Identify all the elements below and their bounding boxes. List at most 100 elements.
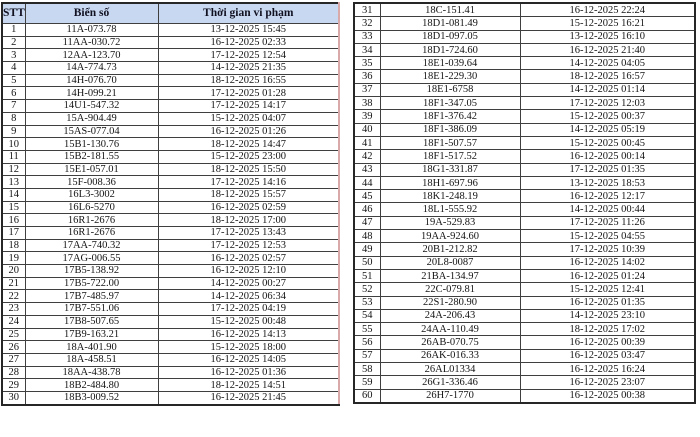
- cell-time: 16-12-2025 14:02: [519, 255, 696, 270]
- cell-plate: 18G1-331.87: [379, 162, 521, 177]
- cell-stt: 7: [1, 99, 26, 113]
- cell-stt: 25: [1, 327, 26, 342]
- cell-stt: 32: [353, 16, 381, 31]
- table-row: 4 14A-774.73 14-12-2025 21:35: [1, 61, 340, 75]
- cell-time: 15-12-2025 18:00: [157, 340, 340, 354]
- table-row: 50 20L8-0087 16-12-2025 14:02: [353, 255, 696, 270]
- cell-time: 16-12-2025 03:47: [519, 348, 696, 364]
- cell-plate: 26AB-070.75: [379, 335, 521, 350]
- table-row: 49 20B1-212.82 17-12-2025 10:39: [353, 242, 696, 257]
- cell-plate: 17B5-722.00: [24, 276, 159, 291]
- cell-time: 17-12-2025 14:17: [157, 99, 340, 113]
- table-row: 7 14U1-547.32 17-12-2025 14:17: [1, 99, 340, 113]
- table-row: 39 18F1-376.42 15-12-2025 00:37: [353, 109, 696, 124]
- cell-stt: 9: [1, 124, 26, 139]
- cell-time: 14-12-2025 00:27: [157, 276, 340, 291]
- cell-plate: 14U1-547.32: [24, 99, 159, 113]
- cell-plate: 16L6-5270: [24, 200, 159, 215]
- cell-plate: 17B7-485.97: [24, 289, 159, 304]
- cell-stt: 28: [1, 365, 26, 380]
- cell-plate: 11AA-030.72: [24, 35, 159, 50]
- cell-time: 18-12-2025 15:50: [157, 162, 340, 177]
- cell-stt: 24: [1, 314, 26, 329]
- cell-stt: 44: [353, 175, 381, 191]
- cell-stt: 13: [1, 175, 26, 189]
- cell-plate: 18E1-039.64: [379, 56, 521, 71]
- cell-plate: 18B2-484.80: [24, 378, 159, 392]
- table-row: 1 11A-073.78 13-12-2025 15:45: [1, 23, 340, 37]
- cell-time: 17-12-2025 01:35: [519, 162, 696, 177]
- cell-plate: 26AL01334: [379, 362, 521, 377]
- table-row: 6 14H-099.21 17-12-2025 01:28: [1, 86, 340, 101]
- cell-stt: 15: [1, 200, 26, 215]
- header-plate: Biển số: [24, 2, 159, 24]
- cell-stt: 2: [1, 35, 26, 50]
- cell-stt: 58: [353, 362, 381, 377]
- table-row: 28 18AA-438.78 16-12-2025 01:36: [1, 365, 340, 380]
- cell-plate: 22S1-280.90: [379, 295, 521, 310]
- cell-plate: 17B5-138.92: [24, 264, 159, 278]
- table-row: 26 18A-401.90 15-12-2025 18:00: [1, 340, 340, 354]
- table-row: 23 17B7-551.06 17-12-2025 04:19: [1, 302, 340, 316]
- cell-time: 14-12-2025 01:14: [519, 82, 696, 98]
- cell-stt: 21: [1, 276, 26, 291]
- table-row: 12 15E1-057.01 18-12-2025 15:50: [1, 162, 340, 177]
- table-row: 17 16R1-2676 17-12-2025 13:43: [1, 226, 340, 240]
- cell-plate: 15B2-181.55: [24, 149, 159, 164]
- cell-plate: 18D1-097.05: [379, 29, 521, 44]
- cell-stt: 40: [353, 122, 381, 137]
- table-row: 3 12AA-123.70 17-12-2025 12:54: [1, 48, 340, 63]
- table-row: 20 17B5-138.92 16-12-2025 12:10: [1, 264, 340, 278]
- cell-stt: 45: [353, 189, 381, 204]
- table-row: 32 18D1-081.49 15-12-2025 16:21: [353, 16, 696, 31]
- cell-time: 16-12-2025 01:26: [157, 124, 340, 139]
- table-row: 24 17B8-507.65 15-12-2025 00:48: [1, 314, 340, 329]
- cell-stt: 38: [353, 96, 381, 111]
- table-row: 54 24A-206.43 14-12-2025 23:10: [353, 308, 696, 324]
- cell-stt: 50: [353, 255, 381, 270]
- cell-time: 18-12-2025 16:57: [519, 69, 696, 84]
- cell-stt: 26: [1, 340, 26, 354]
- cell-time: 18-12-2025 17:00: [157, 213, 340, 227]
- cell-plate: 18E1-229.30: [379, 69, 521, 84]
- cell-plate: 11A-073.78: [24, 23, 159, 37]
- cell-time: 17-12-2025 12:54: [157, 48, 340, 63]
- cell-time: 14-12-2025 04:05: [519, 56, 696, 71]
- table-row: 58 26AL01334 16-12-2025 16:24: [353, 362, 696, 377]
- cell-time: 16-12-2025 02:57: [157, 251, 340, 266]
- cell-stt: 31: [353, 2, 381, 18]
- cell-time: 14-12-2025 05:19: [519, 122, 696, 137]
- cell-stt: 57: [353, 348, 381, 364]
- table-row: 2 11AA-030.72 16-12-2025 02:33: [1, 35, 340, 50]
- table-row: 9 15AS-077.04 16-12-2025 01:26: [1, 124, 340, 139]
- cell-stt: 51: [353, 268, 381, 284]
- cell-time: 18-12-2025 16:55: [157, 73, 340, 88]
- header-time: Thời gian vi phạm: [157, 2, 340, 24]
- cell-stt: 10: [1, 137, 26, 151]
- cell-stt: 16: [1, 213, 26, 227]
- cell-plate: 19A-529.83: [379, 215, 521, 231]
- cell-stt: 46: [353, 202, 381, 217]
- cell-plate: 12AA-123.70: [24, 48, 159, 63]
- table-row: 29 18B2-484.80 18-12-2025 14:51: [1, 378, 340, 392]
- cell-stt: 33: [353, 29, 381, 44]
- cell-plate: 18K1-248.19: [379, 189, 521, 204]
- cell-time: 16-12-2025 14:05: [157, 352, 340, 367]
- table-row: 42 18F1-517.52 16-12-2025 00:14: [353, 149, 696, 164]
- cell-stt: 34: [353, 42, 381, 58]
- table-row: 43 18G1-331.87 17-12-2025 01:35: [353, 162, 696, 177]
- table-row: 13 15F-008.36 17-12-2025 14:16: [1, 175, 340, 189]
- cell-time: 15-12-2025 00:48: [157, 314, 340, 329]
- cell-plate: 22C-079.81: [379, 282, 521, 297]
- cell-stt: 30: [1, 390, 26, 406]
- cell-stt: 6: [1, 86, 26, 101]
- cell-stt: 52: [353, 282, 381, 297]
- cell-time: 17-12-2025 12:03: [519, 96, 696, 111]
- cell-plate: 19AA-924.60: [379, 229, 521, 244]
- table-row: 11 15B2-181.55 15-12-2025 23:00: [1, 149, 340, 164]
- cell-time: 18-12-2025 14:47: [157, 137, 340, 151]
- cell-plate: 15A-904.49: [24, 111, 159, 126]
- table-row: 15 16L6-5270 16-12-2025 02:59: [1, 200, 340, 215]
- cell-plate: 17B9-163.21: [24, 327, 159, 342]
- cell-stt: 56: [353, 335, 381, 350]
